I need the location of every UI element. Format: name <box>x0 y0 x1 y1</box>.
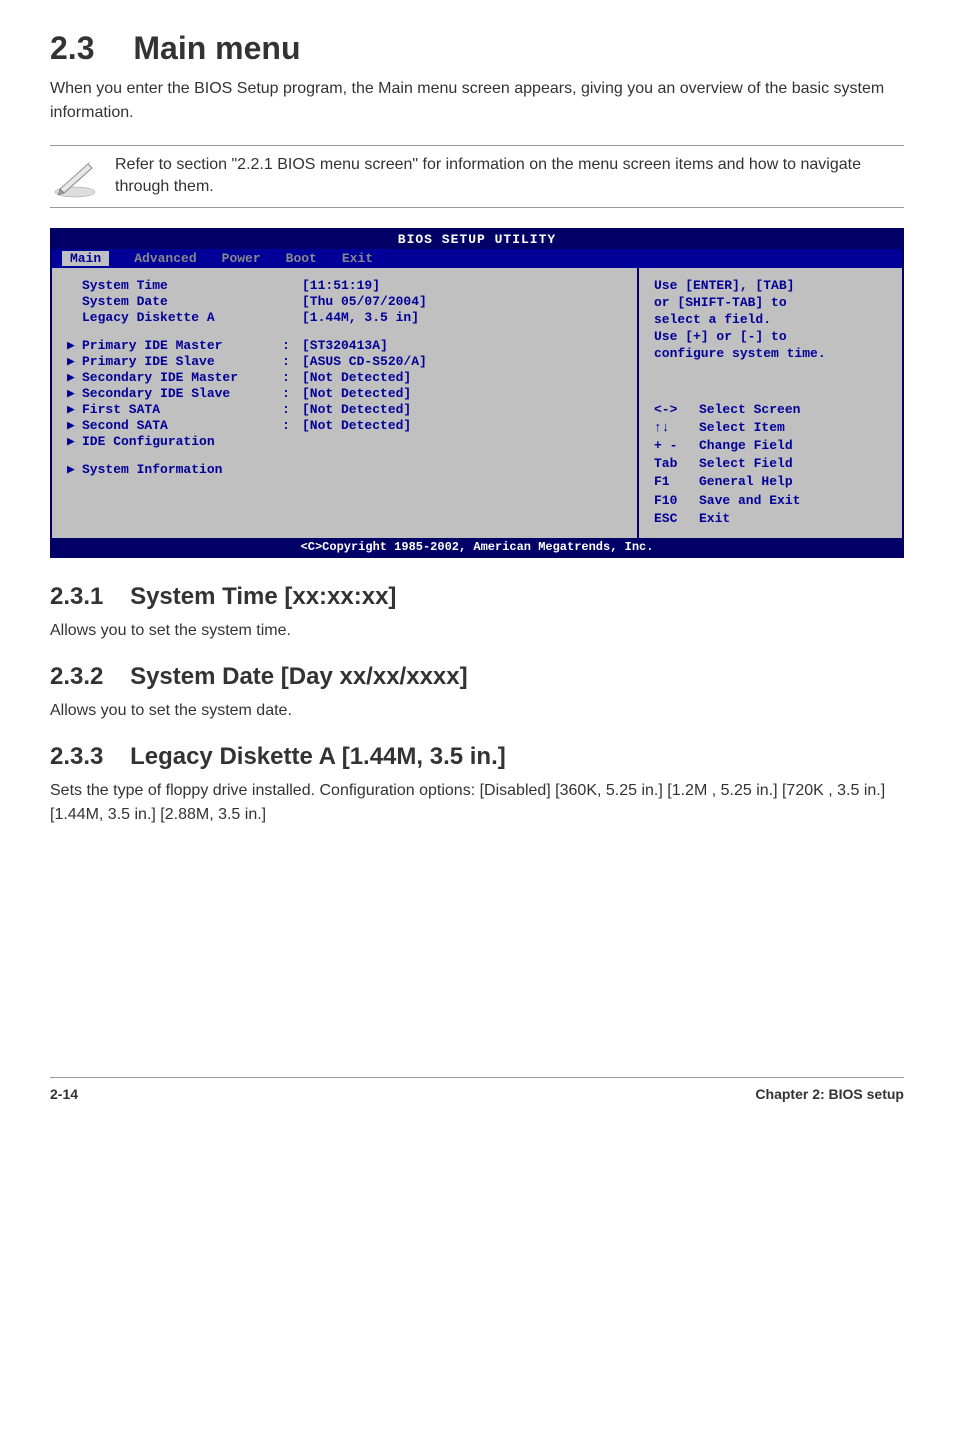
right-arrow-icon: ▶ <box>67 462 82 477</box>
bios-tab-exit[interactable]: Exit <box>342 251 373 266</box>
bios-field-date[interactable]: System Date [Thu 05/07/2004] <box>67 294 622 309</box>
bios-label: Primary IDE Master <box>82 338 282 353</box>
bios-nav-key: ↑↓ <box>654 419 699 437</box>
bios-label: First SATA <box>82 402 282 417</box>
bios-label: IDE Configuration <box>82 434 282 449</box>
chapter-label: Chapter 2: BIOS setup <box>755 1086 904 1102</box>
bios-nav-text: Exit <box>699 510 730 528</box>
bios-right-panel: Use [ENTER], [TAB] or [SHIFT-TAB] to sel… <box>637 268 902 538</box>
bios-menu-bar: Main Advanced Power Boot Exit <box>52 249 902 268</box>
bios-nav-text: General Help <box>699 473 793 491</box>
bios-nav-key: <-> <box>654 401 699 419</box>
bios-nav-text: Select Item <box>699 419 785 437</box>
note-text: Refer to section "2.2.1 BIOS menu screen… <box>115 154 904 199</box>
section-num: 2.3.1 <box>50 583 103 611</box>
bios-field-primary-slave[interactable]: ▶ Primary IDE Slave : [ASUS CD-S520/A] <box>67 354 622 369</box>
section-num: 2.3.2 <box>50 663 103 691</box>
bios-nav-row: ↑↓ Select Item <box>654 419 887 437</box>
section-text: Allows you to set the system date. <box>50 699 904 723</box>
bios-help-text: Use [ENTER], [TAB] or [SHIFT-TAB] to sel… <box>654 278 887 362</box>
bios-nav-text: Select Screen <box>699 401 800 419</box>
right-arrow-icon: ▶ <box>67 354 82 369</box>
bios-value: [ST320413A] <box>302 338 388 353</box>
bios-nav-row: <-> Select Screen <box>654 401 887 419</box>
bios-value: [Thu 05/07/2004] <box>302 294 427 309</box>
bios-label: Second SATA <box>82 418 282 433</box>
title-text: Main menu <box>133 30 300 66</box>
bios-nav-text: Save and Exit <box>699 492 800 510</box>
page-title: 2.3 Main menu <box>50 30 904 67</box>
page-number: 2-14 <box>50 1086 78 1102</box>
bios-nav-row: F10 Save and Exit <box>654 492 887 510</box>
right-arrow-icon: ▶ <box>67 402 82 417</box>
section-num: 2.3.3 <box>50 743 103 771</box>
bios-value: [1.44M, 3.5 in] <box>302 310 419 325</box>
bios-value: [Not Detected] <box>302 386 411 401</box>
bios-value: [Not Detected] <box>302 370 411 385</box>
section-heading-time: 2.3.1 System Time [xx:xx:xx] <box>50 583 904 611</box>
section-title: System Date [Day xx/xx/xxxx] <box>130 663 468 690</box>
bios-field-ide-config[interactable]: ▶ IDE Configuration <box>67 434 622 449</box>
bios-tab-power[interactable]: Power <box>222 251 261 266</box>
bios-value: [ASUS CD-S520/A] <box>302 354 427 369</box>
section-text: Allows you to set the system time. <box>50 619 904 643</box>
bios-body: System Time [11:51:19] System Date [Thu … <box>52 268 902 538</box>
bios-left-panel: System Time [11:51:19] System Date [Thu … <box>52 268 637 538</box>
intro-paragraph: When you enter the BIOS Setup program, t… <box>50 77 904 125</box>
right-arrow-icon: ▶ <box>67 338 82 353</box>
bios-tab-advanced[interactable]: Advanced <box>134 251 196 266</box>
bios-nav-text: Select Field <box>699 455 793 473</box>
bios-label: System Time <box>82 278 282 293</box>
bios-screenshot: BIOS SETUP UTILITY Main Advanced Power B… <box>50 228 904 558</box>
bios-nav-help: <-> Select Screen ↑↓ Select Item + - Cha… <box>654 401 887 528</box>
bios-nav-row: Tab Select Field <box>654 455 887 473</box>
bios-field-second-sata[interactable]: ▶ Second SATA : [Not Detected] <box>67 418 622 433</box>
title-number: 2.3 <box>50 30 94 67</box>
bios-footer: <C>Copyright 1985-2002, American Megatre… <box>52 538 902 556</box>
bios-nav-key: + - <box>654 437 699 455</box>
bios-field-time[interactable]: System Time [11:51:19] <box>67 278 622 293</box>
bios-nav-row: ESC Exit <box>654 510 887 528</box>
bios-field-sysinfo[interactable]: ▶ System Information <box>67 462 622 477</box>
bios-value: [Not Detected] <box>302 418 411 433</box>
bios-value: [11:51:19] <box>302 278 380 293</box>
bios-nav-key: F10 <box>654 492 699 510</box>
bios-field-first-sata[interactable]: ▶ First SATA : [Not Detected] <box>67 402 622 417</box>
pencil-note-icon <box>50 154 100 199</box>
note-box: Refer to section "2.2.1 BIOS menu screen… <box>50 145 904 208</box>
section-title: System Time [xx:xx:xx] <box>130 583 396 610</box>
right-arrow-icon: ▶ <box>67 370 82 385</box>
bios-nav-key: F1 <box>654 473 699 491</box>
bios-header: BIOS SETUP UTILITY <box>52 230 902 249</box>
bios-label: System Information <box>82 462 282 477</box>
bios-tab-main[interactable]: Main <box>62 251 109 266</box>
bios-field-diskette[interactable]: Legacy Diskette A [1.44M, 3.5 in] <box>67 310 622 325</box>
bios-field-secondary-master[interactable]: ▶ Secondary IDE Master : [Not Detected] <box>67 370 622 385</box>
bios-nav-text: Change Field <box>699 437 793 455</box>
bios-label: Primary IDE Slave <box>82 354 282 369</box>
page-footer: 2-14 Chapter 2: BIOS setup <box>50 1077 904 1102</box>
right-arrow-icon: ▶ <box>67 386 82 401</box>
bios-value: [Not Detected] <box>302 402 411 417</box>
bios-nav-row: F1 General Help <box>654 473 887 491</box>
bios-label: Secondary IDE Slave <box>82 386 282 401</box>
bios-nav-key: ESC <box>654 510 699 528</box>
bios-field-primary-master[interactable]: ▶ Primary IDE Master : [ST320413A] <box>67 338 622 353</box>
section-text: Sets the type of floppy drive installed.… <box>50 779 904 827</box>
right-arrow-icon: ▶ <box>67 418 82 433</box>
section-heading-date: 2.3.2 System Date [Day xx/xx/xxxx] <box>50 663 904 691</box>
bios-label: System Date <box>82 294 282 309</box>
bios-nav-row: + - Change Field <box>654 437 887 455</box>
bios-label: Legacy Diskette A <box>82 310 282 325</box>
bios-label: Secondary IDE Master <box>82 370 282 385</box>
bios-field-secondary-slave[interactable]: ▶ Secondary IDE Slave : [Not Detected] <box>67 386 622 401</box>
bios-tab-boot[interactable]: Boot <box>286 251 317 266</box>
right-arrow-icon: ▶ <box>67 434 82 449</box>
section-heading-diskette: 2.3.3 Legacy Diskette A [1.44M, 3.5 in.] <box>50 743 904 771</box>
bios-nav-key: Tab <box>654 455 699 473</box>
section-title: Legacy Diskette A [1.44M, 3.5 in.] <box>130 743 506 770</box>
